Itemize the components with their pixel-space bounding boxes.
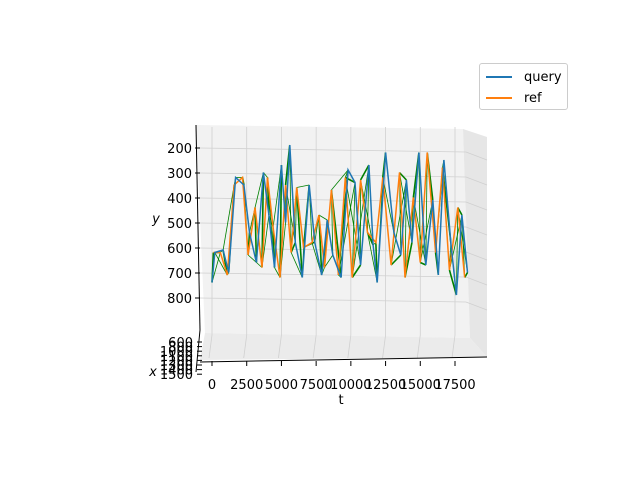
x-tick-label: 1300 [160,359,193,374]
alignment-line [382,177,395,233]
grid-y-3 [199,222,467,228]
alignment-line [222,184,235,251]
grid-side-y-2 [465,201,488,211]
t-tick-label: 17500 [434,378,475,393]
x-tick-label: 1400 [160,364,193,379]
alignment-line [254,207,258,263]
x-axis-label: x [148,365,157,380]
alignment-line [289,144,292,253]
alignment-line [398,171,407,181]
grid-floor-t-7 [451,334,456,359]
alignment-line [324,254,334,268]
alignment-line [295,187,304,278]
alignment-line [214,252,228,276]
grid-side-y-5 [465,276,488,286]
grid-floor-t-2 [278,334,282,359]
y-tick-label: 700 [167,267,192,282]
y-tick-label: 500 [167,217,192,232]
legend-item-query: query [486,68,562,86]
grid-side-y-6 [465,301,488,311]
grid-y-6 [199,297,467,303]
t-axis-line [199,356,488,363]
x-tick-label: 1000 [160,345,193,360]
x-tick-label: 1200 [160,354,193,369]
grid-side-y-1 [465,176,488,186]
x-tick-label: 1100 [160,350,193,365]
t-tick-label: 5000 [265,378,298,393]
grid-side-y-0 [465,151,488,161]
alignment-line [390,254,402,266]
series-line-ref [213,152,466,278]
legend-swatch-ref [486,97,512,99]
axis-lines [195,124,488,375]
legend-swatch-query [486,76,512,78]
grid-side-y-4 [465,251,488,261]
floor-pane [200,333,487,360]
alignment-line [211,252,221,283]
x-tick-label: 1500 [160,368,193,383]
legend-item-ref: ref [486,89,542,107]
x-tick-label: 800 [168,341,193,356]
grid-floor-t-1 [243,334,248,359]
grid-y-5 [199,272,467,278]
t-tick-label: 2500 [230,378,263,393]
alignment-line [344,177,361,266]
t-tick-label: 10000 [330,378,371,393]
y-axis-label: y [151,212,160,227]
grid-floor-t-0 [208,334,213,359]
side-pane [463,129,487,357]
grid-side-y-3 [465,226,488,236]
t-tick-label: 7500 [300,378,333,393]
series-line-query [211,144,469,296]
y-tick-label: 800 [167,292,192,307]
alignment-line [359,164,370,181]
alignment-line [279,164,283,278]
grid-floor-t-5 [382,334,386,359]
alignment-line [296,184,310,188]
alignment-line [318,214,328,221]
y-axis-line [195,124,201,331]
grid-y-0 [199,147,467,153]
alignment-line [254,172,264,208]
alignment-line [455,207,459,296]
alignment-line [290,252,303,278]
alignment-line [351,182,356,278]
alignment-line [331,169,349,191]
alignment-line [256,262,263,268]
grid-y-1 [199,172,467,178]
alignment-line [418,152,421,263]
alignment-line [337,182,356,276]
x-tick-label: 600 [168,336,193,351]
y-tick-label: 600 [167,242,192,257]
alignment-line [419,261,427,266]
legend: query ref [479,63,568,110]
legend-label-ref: ref [524,90,542,106]
t-tick-label: 0 [208,378,216,393]
grid-floor-t-4 [347,334,352,359]
alignment-line [351,264,362,278]
grid-floor-t-6 [416,334,421,359]
t-tick-label: 12500 [365,378,406,393]
y-tick-label: 400 [167,192,192,207]
series-lines [211,144,469,296]
t-axis-label: t [338,393,343,408]
grid-floor-t-3 [312,334,317,359]
alignment-line [390,179,407,266]
y-tick-label: 300 [167,167,192,182]
alignment-line [404,179,407,278]
t-tick-label: 15000 [400,378,441,393]
alignment-line [247,254,257,263]
legend-label-query: query [524,69,562,85]
alignment-line [425,152,428,266]
y-tick-label: 200 [167,142,192,157]
